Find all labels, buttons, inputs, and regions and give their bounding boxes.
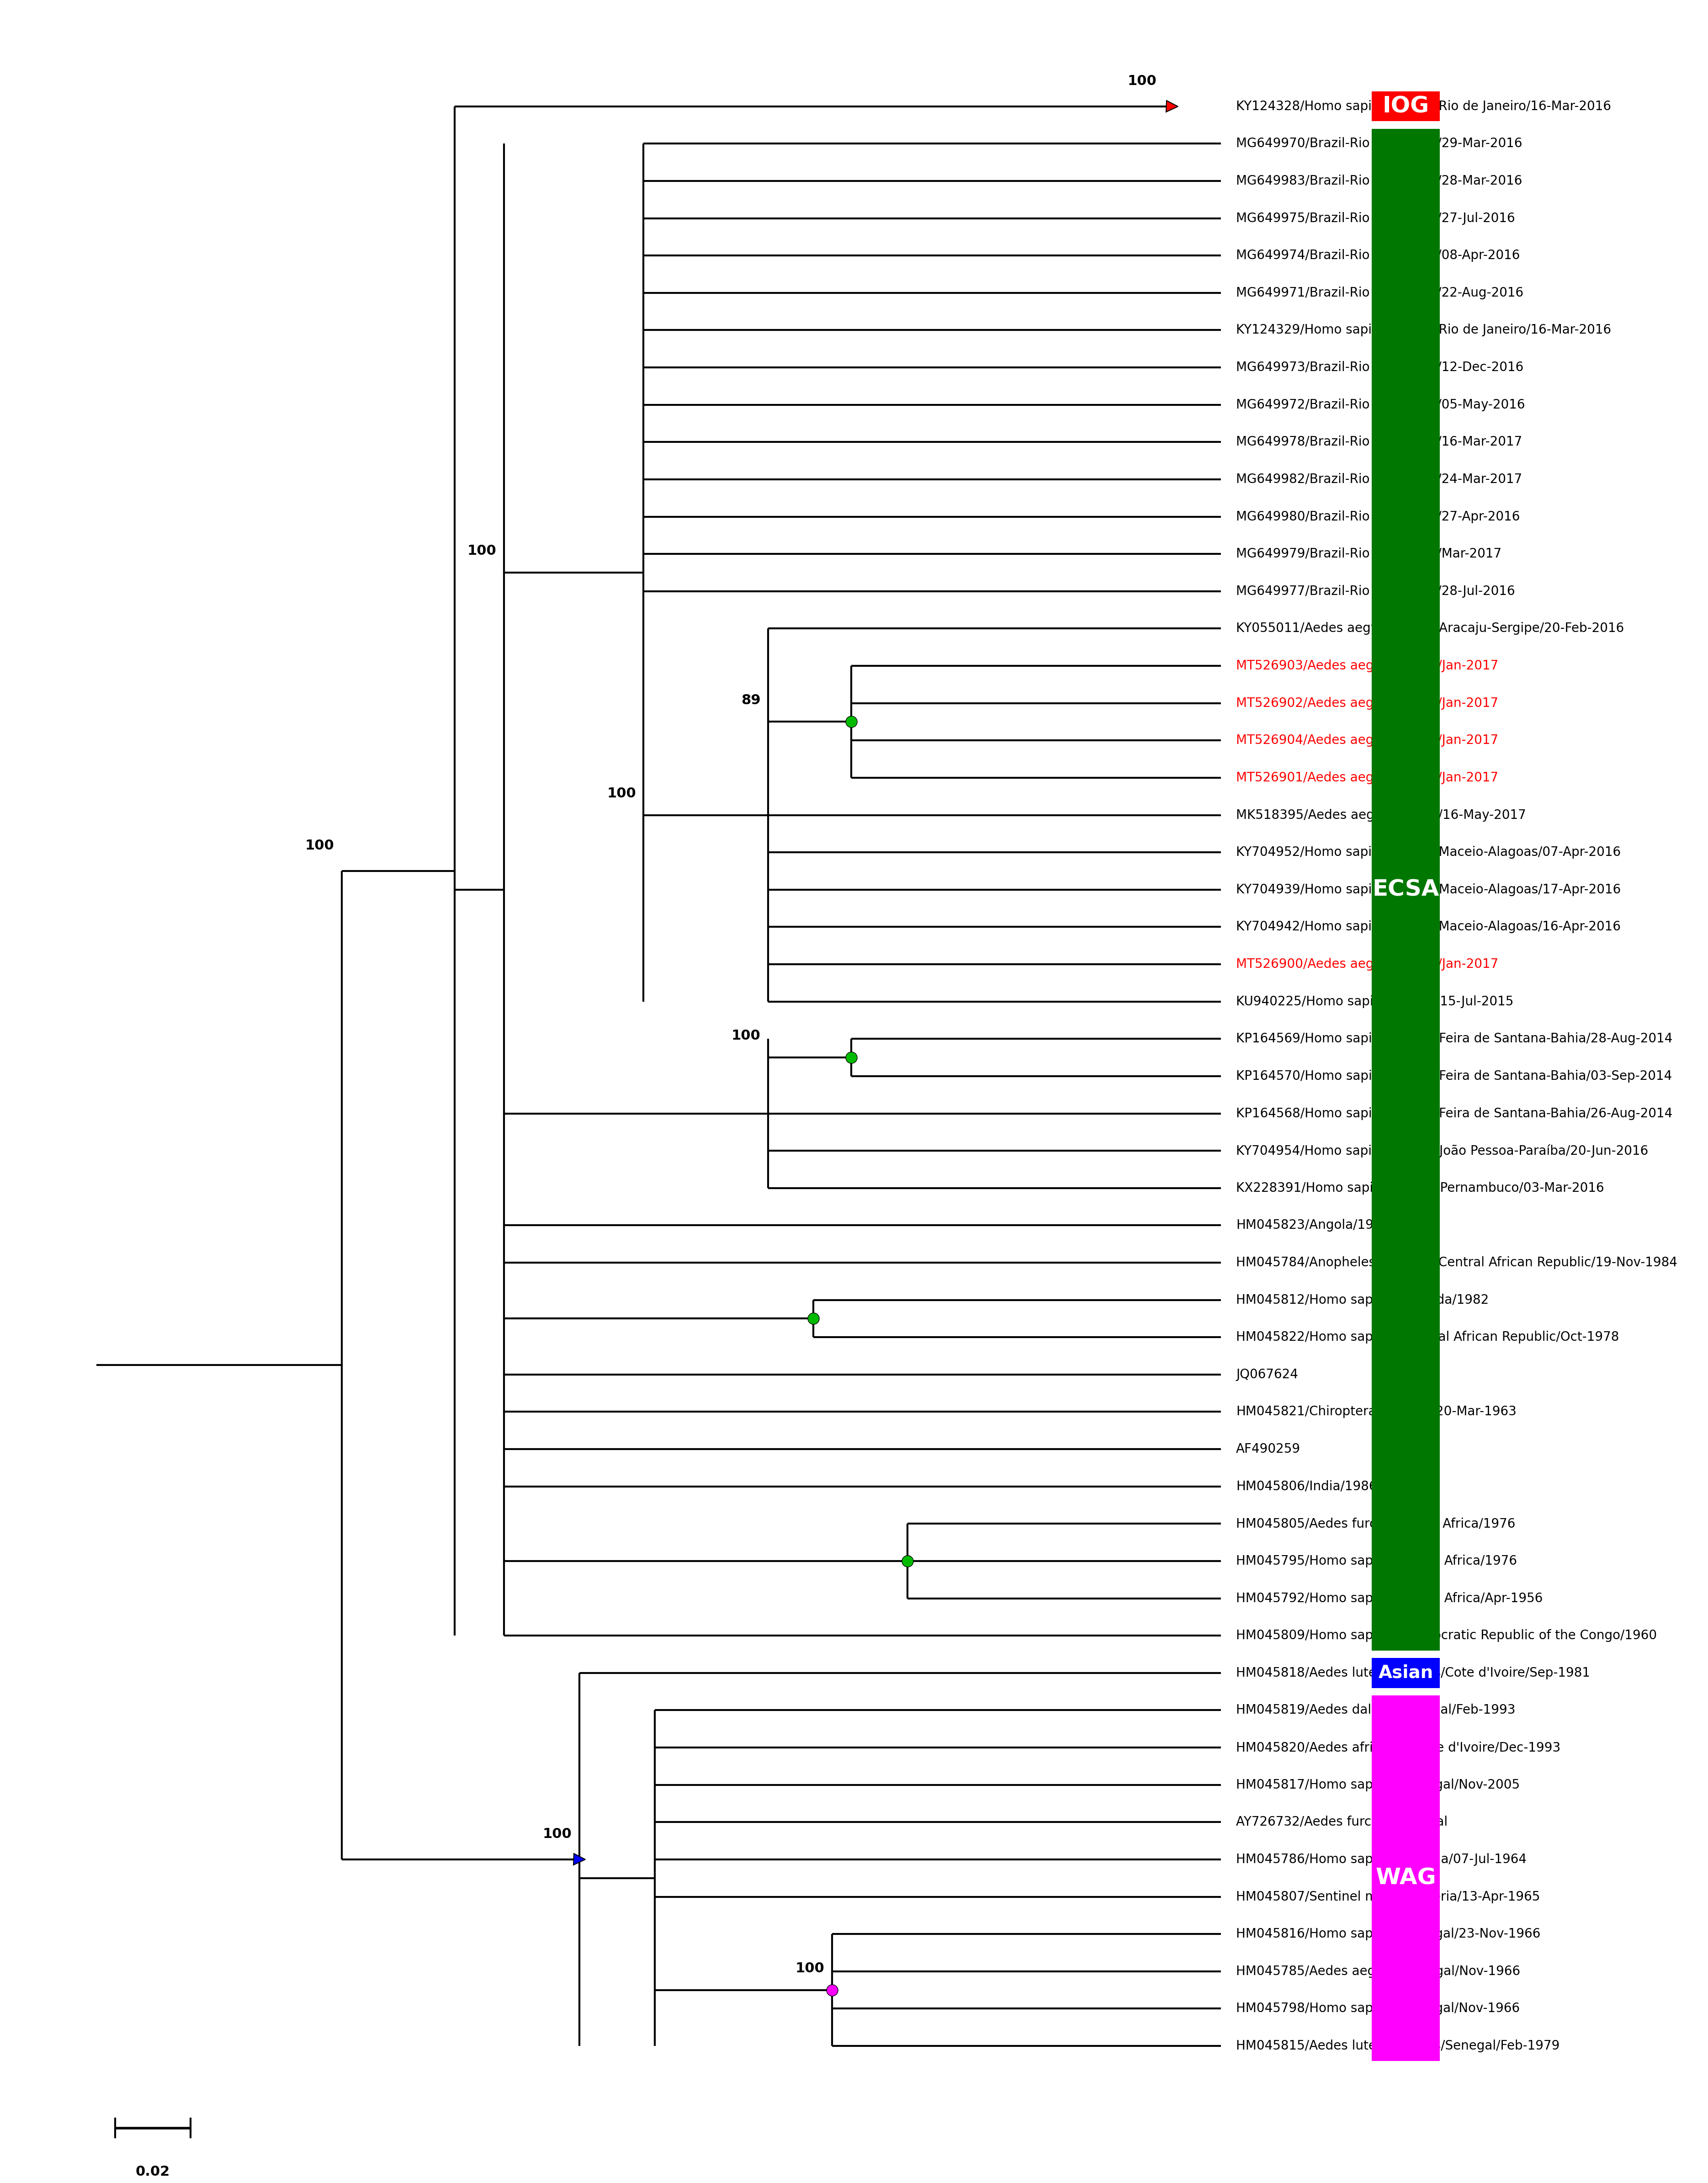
Text: KP164569/Homo sapiens/Brazil-Feira de Santana-Bahia/28-Aug-2014: KP164569/Homo sapiens/Brazil-Feira de Sa…: [1237, 1033, 1672, 1046]
Bar: [1372, 1696, 1440, 2061]
Text: KU940225/Homo sapiens/Brazil/15-Jul-2015: KU940225/Homo sapiens/Brazil/15-Jul-2015: [1237, 995, 1513, 1009]
Text: 100: 100: [468, 544, 497, 557]
Text: HM045805/Aedes furcifer/South Africa/1976: HM045805/Aedes furcifer/South Africa/197…: [1237, 1517, 1515, 1530]
Text: 100: 100: [1127, 74, 1156, 87]
Text: HM045784/Anopheles funestus/Central African Republic/19-Nov-1984: HM045784/Anopheles funestus/Central Afri…: [1237, 1255, 1677, 1268]
Text: KP164568/Homo sapiens/Brazil-Feira de Santana-Bahia/26-Aug-2014: KP164568/Homo sapiens/Brazil-Feira de Sa…: [1237, 1107, 1672, 1120]
Text: HM045821/Chiroptera/Senegal/20-Mar-1963: HM045821/Chiroptera/Senegal/20-Mar-1963: [1237, 1406, 1517, 1419]
Bar: [1372, 1659, 1440, 1687]
Text: IOG: IOG: [1382, 96, 1430, 118]
Text: MT526901/Aedes aegypti/Brazil/Jan-2017: MT526901/Aedes aegypti/Brazil/Jan-2017: [1237, 771, 1498, 784]
Text: MG649977/Brazil-Rio de Janeiro/28-Jul-2016: MG649977/Brazil-Rio de Janeiro/28-Jul-20…: [1237, 585, 1515, 598]
Text: AY726732/Aedes furcifer/Senegal: AY726732/Aedes furcifer/Senegal: [1237, 1816, 1448, 1829]
Text: HM045807/Sentinel mouse/Nigeria/13-Apr-1965: HM045807/Sentinel mouse/Nigeria/13-Apr-1…: [1237, 1890, 1541, 1904]
Bar: [1372, 129, 1440, 1650]
Text: MG649975/Brazil-Rio de Janeiro/27-Jul-2016: MG649975/Brazil-Rio de Janeiro/27-Jul-20…: [1237, 212, 1515, 225]
Text: KP164570/Homo sapiens/Brazil-Feira de Santana-Bahia/03-Sep-2014: KP164570/Homo sapiens/Brazil-Feira de Sa…: [1237, 1070, 1672, 1083]
Text: HM045817/Homo sapiens/Senegal/Nov-2005: HM045817/Homo sapiens/Senegal/Nov-2005: [1237, 1779, 1520, 1792]
Text: MG649980/Brazil-Rio de Janeiro/27-Apr-2016: MG649980/Brazil-Rio de Janeiro/27-Apr-20…: [1237, 511, 1520, 524]
Text: HM045809/Homo sapiens/Democratic Republic of the Congo/1960: HM045809/Homo sapiens/Democratic Republi…: [1237, 1629, 1657, 1642]
Text: 100: 100: [606, 786, 635, 801]
Bar: [1372, 92, 1440, 122]
Text: HM045812/Homo sapiens/Uganda/1982: HM045812/Homo sapiens/Uganda/1982: [1237, 1295, 1489, 1305]
Text: HM045792/Homo sapiens/South Africa/Apr-1956: HM045792/Homo sapiens/South Africa/Apr-1…: [1237, 1591, 1542, 1605]
Text: HM045806/India/1986: HM045806/India/1986: [1237, 1480, 1377, 1493]
Text: 89: 89: [741, 694, 760, 707]
Text: MT526903/Aedes aegypti/Brazil/Jan-2017: MT526903/Aedes aegypti/Brazil/Jan-2017: [1237, 659, 1498, 672]
Text: 0.02: 0.02: [135, 2166, 171, 2179]
Text: Asian: Asian: [1378, 1663, 1433, 1681]
Text: 100: 100: [796, 1963, 825, 1976]
Text: MK518395/Aedes aegypti/Brazil/16-May-2017: MK518395/Aedes aegypti/Brazil/16-May-201…: [1237, 808, 1525, 821]
Text: HM045823/Angola/1962: HM045823/Angola/1962: [1237, 1218, 1390, 1231]
Text: MG649971/Brazil-Rio de Janeiro/22-Aug-2016: MG649971/Brazil-Rio de Janeiro/22-Aug-20…: [1237, 286, 1524, 299]
Text: MG649972/Brazil-Rio de Janeiro/05-May-2016: MG649972/Brazil-Rio de Janeiro/05-May-20…: [1237, 397, 1525, 410]
Text: HM045822/Homo sapiens/Central African Republic/Oct-1978: HM045822/Homo sapiens/Central African Re…: [1237, 1332, 1619, 1345]
Text: KY704954/Homo sapiens/Brazil-João Pessoa-Paraíba/20-Jun-2016: KY704954/Homo sapiens/Brazil-João Pessoa…: [1237, 1144, 1648, 1157]
Text: MG649982/Brazil-Rio de Janeiro/24-Mar-2017: MG649982/Brazil-Rio de Janeiro/24-Mar-20…: [1237, 474, 1522, 487]
Text: HM045819/Aedes dalzieli/Senegal/Feb-1993: HM045819/Aedes dalzieli/Senegal/Feb-1993: [1237, 1705, 1515, 1716]
Text: HM045786/Homo sapiens/Nigeria/07-Jul-1964: HM045786/Homo sapiens/Nigeria/07-Jul-196…: [1237, 1853, 1527, 1866]
Text: MG649983/Brazil-Rio de Janeiro/28-Mar-2016: MG649983/Brazil-Rio de Janeiro/28-Mar-20…: [1237, 175, 1522, 188]
Text: KX228391/Homo sapiens/Brazil-Pernambuco/03-Mar-2016: KX228391/Homo sapiens/Brazil-Pernambuco/…: [1237, 1181, 1604, 1194]
Text: MT526900/Aedes aegypti/Brazil/Jan-2017: MT526900/Aedes aegypti/Brazil/Jan-2017: [1237, 958, 1498, 971]
Text: WAG: WAG: [1375, 1866, 1436, 1888]
Text: KY704942/Homo sapiens/Brazil-Maceio-Alagoas/16-Apr-2016: KY704942/Homo sapiens/Brazil-Maceio-Alag…: [1237, 921, 1621, 934]
Text: ECSA: ECSA: [1372, 880, 1440, 902]
Text: MT526902/Aedes aegypti/Brazil/Jan-2017: MT526902/Aedes aegypti/Brazil/Jan-2017: [1237, 696, 1498, 709]
Text: HM045818/Aedes luteocephalus/Cote d'Ivoire/Sep-1981: HM045818/Aedes luteocephalus/Cote d'Ivoi…: [1237, 1666, 1590, 1679]
Text: 100: 100: [306, 838, 335, 851]
Text: MG649973/Brazil-Rio de Janeiro/12-Dec-2016: MG649973/Brazil-Rio de Janeiro/12-Dec-20…: [1237, 360, 1524, 373]
Text: HM045816/Homo sapiens/Senegal/23-Nov-1966: HM045816/Homo sapiens/Senegal/23-Nov-196…: [1237, 1928, 1541, 1941]
Text: HM045798/Homo sapiens/Senegal/Nov-1966: HM045798/Homo sapiens/Senegal/Nov-1966: [1237, 2002, 1520, 2015]
Text: MG649970/Brazil-Rio de Janeiro/29-Mar-2016: MG649970/Brazil-Rio de Janeiro/29-Mar-20…: [1237, 138, 1522, 151]
Text: HM045820/Aedes africanus/Cote d'Ivoire/Dec-1993: HM045820/Aedes africanus/Cote d'Ivoire/D…: [1237, 1742, 1561, 1753]
Text: AF490259: AF490259: [1237, 1443, 1300, 1456]
Text: MG649978/Brazil-Rio de Janeiro/16-Mar-2017: MG649978/Brazil-Rio de Janeiro/16-Mar-20…: [1237, 437, 1522, 448]
Text: KY124328/Homo sapiens/Brazil-Rio de Janeiro/16-Mar-2016: KY124328/Homo sapiens/Brazil-Rio de Jane…: [1237, 100, 1611, 114]
Text: HM045815/Aedes luteocephalus/Senegal/Feb-1979: HM045815/Aedes luteocephalus/Senegal/Feb…: [1237, 2039, 1559, 2052]
Text: KY704939/Homo sapiens/Brazil-Maceio-Alagoas/17-Apr-2016: KY704939/Homo sapiens/Brazil-Maceio-Alag…: [1237, 884, 1621, 895]
Text: MG649979/Brazil-Rio de Janeiro/Mar-2017: MG649979/Brazil-Rio de Janeiro/Mar-2017: [1237, 548, 1501, 561]
Text: KY124329/Homo sapiens/Brazil-Rio de Janeiro/16-Mar-2016: KY124329/Homo sapiens/Brazil-Rio de Jane…: [1237, 323, 1611, 336]
Text: KY704952/Homo sapiens/Brazil-Maceio-Alagoas/07-Apr-2016: KY704952/Homo sapiens/Brazil-Maceio-Alag…: [1237, 847, 1621, 858]
Text: KY055011/Aedes aegypti/Brazil-Aracaju-Sergipe/20-Feb-2016: KY055011/Aedes aegypti/Brazil-Aracaju-Se…: [1237, 622, 1624, 635]
Text: MT526904/Aedes aegypti/Brazil/Jan-2017: MT526904/Aedes aegypti/Brazil/Jan-2017: [1237, 733, 1498, 747]
Text: HM045785/Aedes aegypti/Senegal/Nov-1966: HM045785/Aedes aegypti/Senegal/Nov-1966: [1237, 1965, 1520, 1978]
Text: HM045795/Homo sapiens/South Africa/1976: HM045795/Homo sapiens/South Africa/1976: [1237, 1554, 1517, 1567]
Text: 100: 100: [543, 1827, 572, 1840]
Text: MG649974/Brazil-Rio de Janeiro/08-Apr-2016: MG649974/Brazil-Rio de Janeiro/08-Apr-20…: [1237, 249, 1520, 262]
Text: JQ067624: JQ067624: [1237, 1369, 1298, 1382]
Text: 100: 100: [731, 1030, 760, 1043]
